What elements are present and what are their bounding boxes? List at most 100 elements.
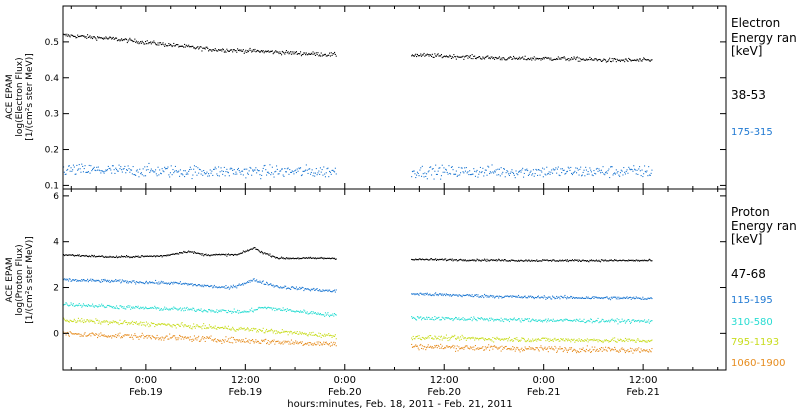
data-point [462,171,464,173]
data-point [210,335,212,337]
data-point [600,341,602,343]
data-point [442,259,444,261]
data-point [605,61,607,63]
data-point [65,278,67,280]
data-point [167,45,169,47]
data-point [325,334,327,336]
data-point [161,336,163,338]
data-point [557,338,559,340]
data-point [590,339,592,341]
data-point [317,335,319,337]
data-point [160,255,162,257]
data-point [445,334,447,336]
data-point [229,328,231,330]
data-point [301,174,303,176]
data-point [256,329,258,331]
data-point [242,311,244,313]
data-point [166,283,168,285]
data-point [281,168,283,170]
data-point [327,54,329,56]
data-point [620,339,622,341]
data-point [318,341,320,343]
data-point [593,260,595,262]
data-point [464,294,466,296]
data-point [195,47,197,49]
data-point [509,318,511,320]
data-point [86,319,88,321]
data-point [106,256,108,258]
data-point [606,350,608,352]
data-point [438,335,440,337]
data-point [334,291,336,293]
data-point [493,341,495,343]
data-point [561,319,563,321]
data-point [156,282,158,284]
data-point [271,341,273,343]
data-point [273,339,275,341]
data-point [467,318,469,320]
data-point [561,338,563,340]
data-point [515,339,517,341]
data-point [434,335,436,337]
data-point [312,344,314,346]
data-point [557,260,559,262]
data-point [81,306,83,308]
data-point [476,258,478,260]
data-point [113,335,115,337]
data-point [115,307,117,309]
data-point [582,171,584,173]
data-point [155,337,157,339]
data-point [477,317,479,319]
data-point [469,174,471,176]
data-point [202,311,204,313]
data-point [143,43,145,45]
data-point [481,295,483,297]
data-point [334,314,336,316]
data-point [472,173,474,175]
data-point [98,255,100,257]
data-point [505,345,507,347]
data-point [423,259,425,261]
data-point [157,307,159,309]
data-point [495,169,497,171]
data-point [615,341,617,343]
data-point [472,296,474,298]
data-point [331,257,333,259]
data-point [108,321,110,323]
data-point [208,337,210,339]
data-point [86,280,88,282]
data-point [193,47,195,49]
data-point [155,173,157,175]
data-point [634,339,636,341]
data-point [180,45,182,47]
data-point [596,297,598,299]
data-point [126,280,128,282]
data-point [101,170,103,172]
data-point [82,165,84,167]
data-point [285,51,287,53]
data-point [549,347,551,349]
data-point [512,340,514,342]
data-point [264,252,266,254]
data-point [103,280,105,282]
data-point [423,337,425,339]
data-point [151,323,153,325]
data-point [179,334,181,336]
data-point [433,338,435,340]
data-point [109,335,111,337]
data-point [298,258,300,260]
data-point [331,314,333,316]
data-point [89,333,91,335]
data-point [651,260,653,262]
data-point [184,170,186,172]
data-point [130,281,132,283]
data-point [476,320,478,322]
data-point [492,171,494,173]
data-point [121,281,123,283]
data-point [464,346,466,348]
data-point [128,39,130,41]
data-point [571,338,573,340]
data-point [465,339,467,341]
data-point [524,55,526,57]
data-point [474,55,476,57]
